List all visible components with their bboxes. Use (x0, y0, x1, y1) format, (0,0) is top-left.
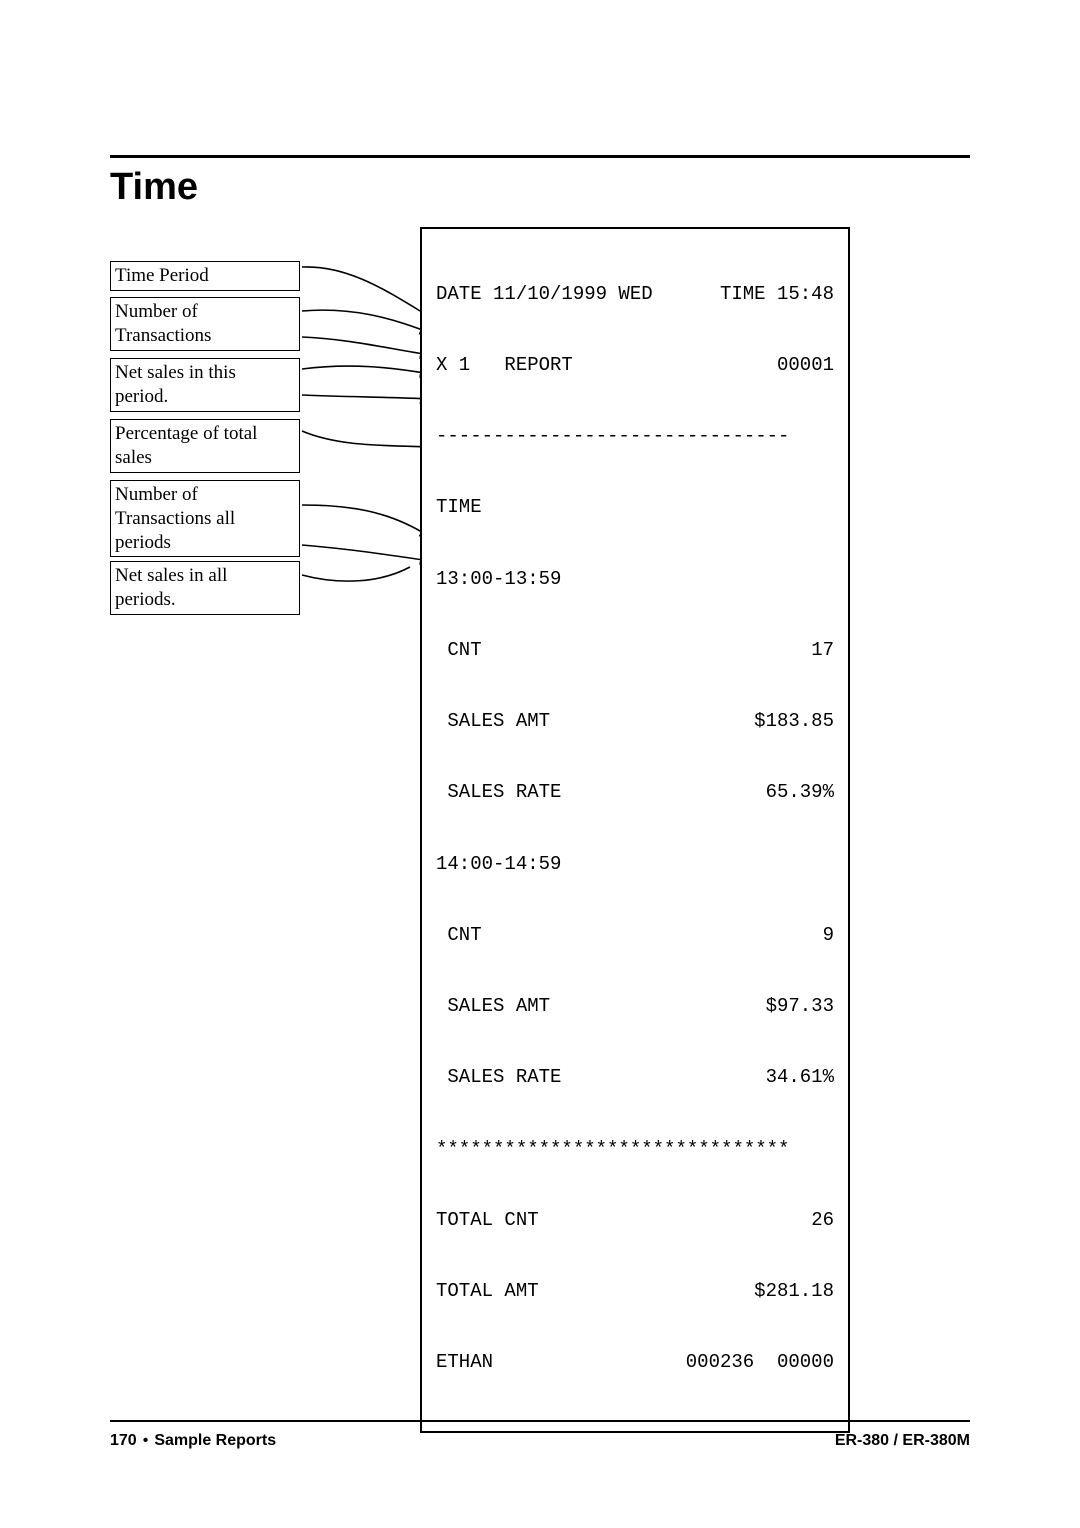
rcpt-clerk: ETHAN (436, 1351, 493, 1375)
label-net-sales-all: Net sales in allperiods. (110, 561, 300, 615)
rcpt-rate-label: SALES RATE (436, 781, 561, 805)
rcpt-section: TIME (436, 496, 834, 520)
rcpt-cnt2-val: 9 (823, 924, 834, 948)
receipt-line: CNT 9 (436, 924, 834, 948)
receipt-line: ETHAN 000236 00000 (436, 1351, 834, 1375)
receipt-box: DATE 11/10/1999 WED TIME 15:48 X 1 REPORT… (420, 227, 850, 1433)
receipt-line: TOTAL CNT 26 (436, 1209, 834, 1233)
rcpt-period2: 14:00-14:59 (436, 853, 834, 877)
label-net-sales-period: Net sales in thisperiod. (110, 358, 300, 412)
receipt-line: CNT 17 (436, 639, 834, 663)
footer-bullet: • (137, 1432, 155, 1449)
rcpt-amt2-val: $97.33 (766, 995, 834, 1019)
rcpt-rate-val: 65.39% (766, 781, 834, 805)
footer-model: ER-380 / ER-380M (835, 1432, 970, 1450)
receipt-line: SALES RATE 65.39% (436, 781, 834, 805)
label-num-transactions: Number ofTransactions (110, 297, 300, 351)
footer-section: Sample Reports (154, 1432, 276, 1449)
receipt-line: TOTAL AMT $281.18 (436, 1280, 834, 1304)
footer-page-num: 170 (110, 1432, 137, 1449)
rcpt-date: DATE 11/10/1999 WED (436, 283, 653, 307)
page-title: Time (110, 166, 970, 209)
rcpt-time: TIME 15:48 (720, 283, 834, 307)
rcpt-seq: 00001 (777, 354, 834, 378)
label-pct-total-sales: Percentage of totalsales (110, 419, 300, 473)
footer-left: 170•Sample Reports (110, 1432, 276, 1450)
rcpt-cnt-label: CNT (436, 639, 482, 663)
rcpt-divider: ------------------------------- (436, 425, 834, 449)
receipt-line: DATE 11/10/1999 WED TIME 15:48 (436, 283, 834, 307)
receipt-line: SALES AMT $97.33 (436, 995, 834, 1019)
rcpt-rate2-label: SALES RATE (436, 1066, 561, 1090)
rcpt-amt2-label: SALES AMT (436, 995, 550, 1019)
rcpt-cnt-val: 17 (811, 639, 834, 663)
diagram-area: Time Period Number ofTransactions Net sa… (110, 227, 970, 647)
rcpt-total-amt-label: TOTAL AMT (436, 1280, 539, 1304)
rcpt-cnt2-label: CNT (436, 924, 482, 948)
receipt-line: SALES AMT $183.85 (436, 710, 834, 734)
footer-rule (110, 1420, 970, 1422)
rcpt-total-cnt-label: TOTAL CNT (436, 1209, 539, 1233)
label-num-trans-all: Number ofTransactions allperiods (110, 480, 300, 557)
top-rule (110, 155, 970, 158)
rcpt-stars: ******************************* (436, 1138, 834, 1162)
rcpt-clerk-num: 000236 00000 (686, 1351, 834, 1375)
rcpt-total-amt-val: $281.18 (754, 1280, 834, 1304)
rcpt-amt-label: SALES AMT (436, 710, 550, 734)
rcpt-rate2-val: 34.61% (766, 1066, 834, 1090)
page-footer: 170•Sample Reports ER-380 / ER-380M (110, 1420, 970, 1450)
rcpt-period1: 13:00-13:59 (436, 568, 834, 592)
rcpt-amt-val: $183.85 (754, 710, 834, 734)
rcpt-mode: X 1 REPORT (436, 354, 573, 378)
receipt-line: SALES RATE 34.61% (436, 1066, 834, 1090)
rcpt-total-cnt-val: 26 (811, 1209, 834, 1233)
label-time-period: Time Period (110, 261, 300, 291)
receipt-line: X 1 REPORT 00001 (436, 354, 834, 378)
